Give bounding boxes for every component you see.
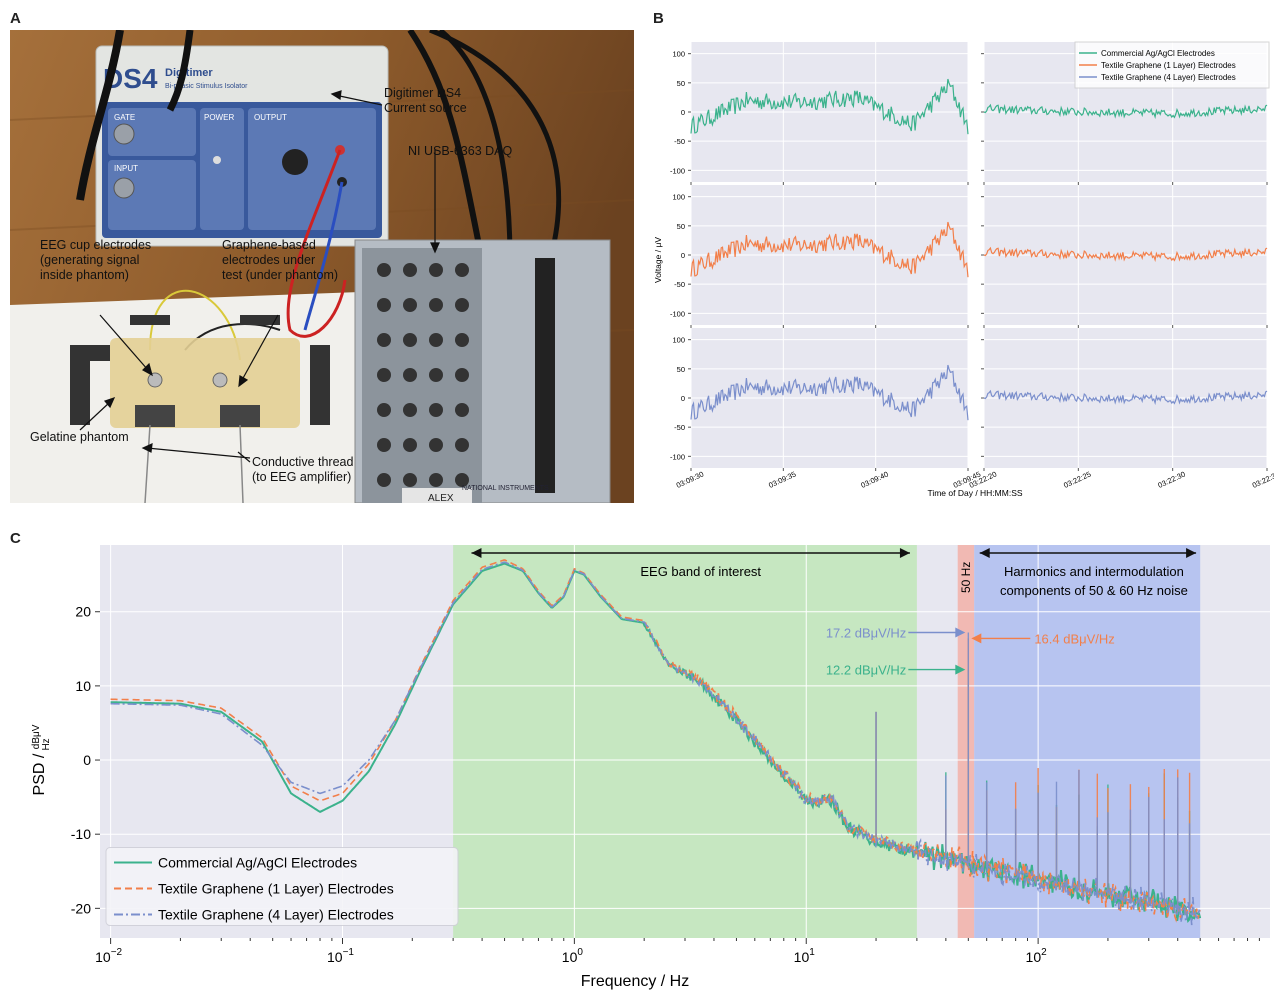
black-marker: [130, 315, 170, 325]
ds4-power-label: POWER: [204, 113, 234, 122]
y-tick-label: -20: [71, 900, 91, 916]
x-axis-label: Frequency / Hz: [581, 973, 689, 990]
annotation-cup-line3: inside phantom): [40, 268, 151, 283]
legend-label-orange: Textile Graphene (1 Layer) Electrodes: [158, 881, 394, 897]
output-knob: [282, 149, 308, 175]
y-tick-label: 100: [672, 50, 685, 59]
y-tick-label: -100: [670, 166, 685, 175]
annotation-thread-line2: (to EEG amplifier): [252, 470, 353, 485]
eeg-band-label: EEG band of interest: [640, 564, 761, 579]
peak-label-blue: 17.2 dBμV/Hz: [826, 625, 906, 640]
y-tick-label: 0: [681, 108, 685, 117]
panel-b-y-axis-label: Voltage / μV: [653, 237, 663, 283]
annotation-graphene-line2: electrodes under: [222, 253, 338, 268]
harmonics-region: [974, 545, 1200, 938]
peak-label-green: 12.2 dBμV/Hz: [826, 663, 906, 678]
annotation-cup-line2: (generating signal: [40, 253, 151, 268]
black-marker: [70, 345, 110, 361]
x-tick-label: 101: [794, 947, 816, 965]
harmonics-label-line1: Harmonics and intermodulation: [1004, 564, 1184, 579]
y-tick-label: -10: [71, 826, 91, 842]
peak-label-orange: 16.4 dBμV/Hz: [1034, 631, 1114, 646]
y-tick-label: 20: [75, 604, 91, 620]
panel-label-a: A: [10, 10, 21, 27]
harmonics-label-line2: components of 50 & 60 Hz noise: [1000, 583, 1188, 598]
daq-terminal-block: [535, 258, 555, 493]
hz50-label: 50 Hz: [959, 562, 973, 593]
x-tick-label: 03:09:35: [767, 469, 797, 489]
ds4-output-section: [248, 108, 376, 230]
annotation-ds4-line2: Current source: [384, 101, 467, 116]
x-tick-label: 03:22:25: [1062, 469, 1092, 489]
alex-label: ALEX: [428, 493, 454, 503]
annotation-daq: NI USB-6363 DAQ: [408, 144, 512, 159]
panel-b-legend: Commercial Ag/AgCl Electrodes Textile Gr…: [1075, 42, 1269, 88]
annotation-cup-electrodes: EEG cup electrodes (generating signal in…: [40, 238, 151, 283]
ds4-input-label: INPUT: [114, 164, 138, 173]
y-axis-label: PSD / dBμVHz: [31, 724, 52, 795]
eeg-band-region: [453, 545, 917, 938]
cup-electrode: [213, 373, 227, 387]
panel-c-legend: Commercial Ag/AgCl Electrodes Textile Gra…: [106, 848, 458, 926]
ni-logo-text: NATIONAL INSTRUMENTS: [462, 485, 549, 492]
annotation-gelatine: Gelatine phantom: [30, 430, 129, 445]
x-tick-label: 03:22:35: [1251, 469, 1274, 489]
legend-label-orange: Textile Graphene (1 Layer) Electrodes: [1101, 61, 1236, 70]
annotation-thread-line1: Conductive thread: [252, 455, 353, 470]
bnc-connector: [114, 124, 134, 144]
y-tick-label: 50: [677, 79, 685, 88]
y-tick-label: 0: [83, 752, 91, 768]
y-tick-label: 100: [672, 336, 685, 345]
y-tick-label: 50: [677, 222, 685, 231]
y-tick-label: -50: [674, 423, 685, 432]
black-marker: [310, 345, 330, 425]
y-tick-label: -50: [674, 280, 685, 289]
annotation-graphene-line1: Graphene-based: [222, 238, 338, 253]
y-tick-label: -50: [674, 137, 685, 146]
annotation-graphene-line3: test (under phantom): [222, 268, 338, 283]
y-tick-label: 50: [677, 365, 685, 374]
y-tick-label: 10: [75, 678, 91, 694]
annotation-ds4-line1: Digitimer DS4: [384, 86, 467, 101]
ds4-power-section: [200, 108, 244, 230]
power-switch: [213, 156, 221, 164]
x-tick-label: 102: [1026, 947, 1048, 965]
black-marker: [240, 315, 280, 325]
hz50-region: [958, 545, 974, 938]
legend-label-blue: Textile Graphene (4 Layer) Electrodes: [1101, 73, 1236, 82]
graphene-electrode: [135, 405, 175, 427]
y-tick-label: 0: [681, 394, 685, 403]
annotation-graphene-electrodes: Graphene-based electrodes under test (un…: [222, 238, 338, 283]
y-tick-label: 0: [681, 251, 685, 260]
legend-label-green: Commercial Ag/AgCl Electrodes: [1101, 49, 1215, 58]
cup-electrode: [148, 373, 162, 387]
y-tick-label: 100: [672, 193, 685, 202]
graphene-electrode: [220, 405, 260, 427]
x-tick-label: 10−2: [95, 947, 122, 965]
annotation-ds4: Digitimer DS4 Current source: [384, 86, 467, 116]
legend-label-green: Commercial Ag/AgCl Electrodes: [158, 855, 357, 871]
x-tick-label: 10−1: [327, 947, 354, 965]
x-tick-label: 03:22:30: [1156, 469, 1186, 489]
ds4-gate-label: GATE: [114, 113, 135, 122]
annotation-cup-line1: EEG cup electrodes: [40, 238, 151, 253]
panel-b-time-series: 100 50 0 -50 -100 100 50 0 -50 -100 100 50 0 -50 -100 0…: [645, 30, 1274, 500]
x-tick-label: 03:09:40: [859, 469, 889, 489]
ds4-brand: Digitimer: [165, 67, 213, 79]
panel-b-x-axis-label: Time of Day / HH:MM:SS: [927, 488, 1022, 498]
bnc-connector: [114, 178, 134, 198]
x-tick-label: 03:09:30: [675, 469, 705, 489]
panel-label-b: B: [653, 10, 664, 27]
annotation-thread: Conductive thread (to EEG amplifier): [252, 455, 353, 485]
legend-label-blue: Textile Graphene (4 Layer) Electrodes: [158, 907, 394, 923]
x-tick-label: 100: [562, 947, 584, 965]
y-tick-label: -100: [670, 309, 685, 318]
y-tick-label: -100: [670, 452, 685, 461]
ds4-output-label: OUTPUT: [254, 113, 287, 122]
